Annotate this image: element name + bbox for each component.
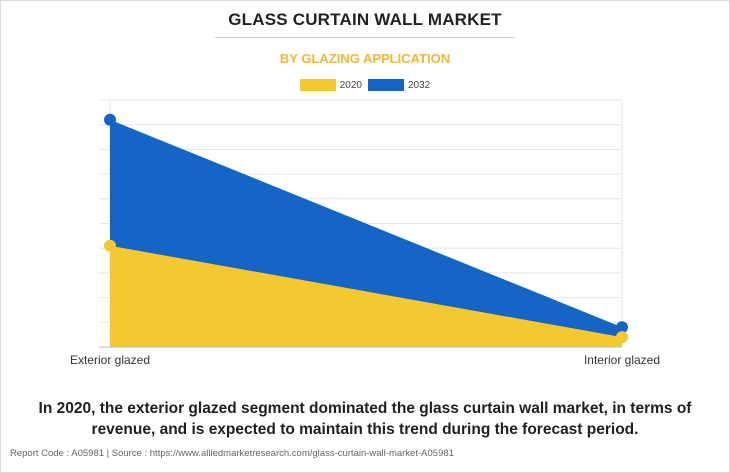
chart-legend: 2020 2032 bbox=[0, 79, 730, 91]
legend-swatch-2020 bbox=[299, 79, 336, 91]
area-2020 bbox=[110, 245, 622, 347]
title-divider bbox=[215, 37, 515, 38]
chart-title: GLASS CURTAIN WALL MARKET bbox=[228, 10, 502, 29]
chart-caption: In 2020, the exterior glazed segment dom… bbox=[38, 400, 692, 438]
legend-item-2032[interactable]: 2032 bbox=[368, 79, 430, 91]
point-2020-0[interactable] bbox=[104, 239, 116, 252]
chart-subtitle: BY GLAZING APPLICATION bbox=[279, 51, 451, 66]
report-footer: Report Code : A05981 | Source : https://… bbox=[10, 448, 454, 459]
data-points bbox=[104, 113, 628, 344]
x-tick-label-exterior-glazed: Exterior glazed bbox=[70, 353, 150, 367]
point-2020-1[interactable] bbox=[616, 331, 628, 344]
area-series bbox=[110, 119, 622, 347]
legend-swatch-2032 bbox=[368, 79, 404, 91]
legend-item-2020[interactable]: 2020 bbox=[299, 79, 362, 91]
point-2032-1[interactable] bbox=[616, 321, 628, 334]
legend-label-2020: 2020 bbox=[339, 79, 362, 91]
x-tick-label-interior-glazed: Interior glazed bbox=[584, 353, 660, 367]
legend-label-2032: 2032 bbox=[408, 79, 431, 91]
x-axis-labels: Exterior glazed Interior glazed bbox=[70, 353, 660, 367]
point-2032-0[interactable] bbox=[104, 113, 116, 126]
